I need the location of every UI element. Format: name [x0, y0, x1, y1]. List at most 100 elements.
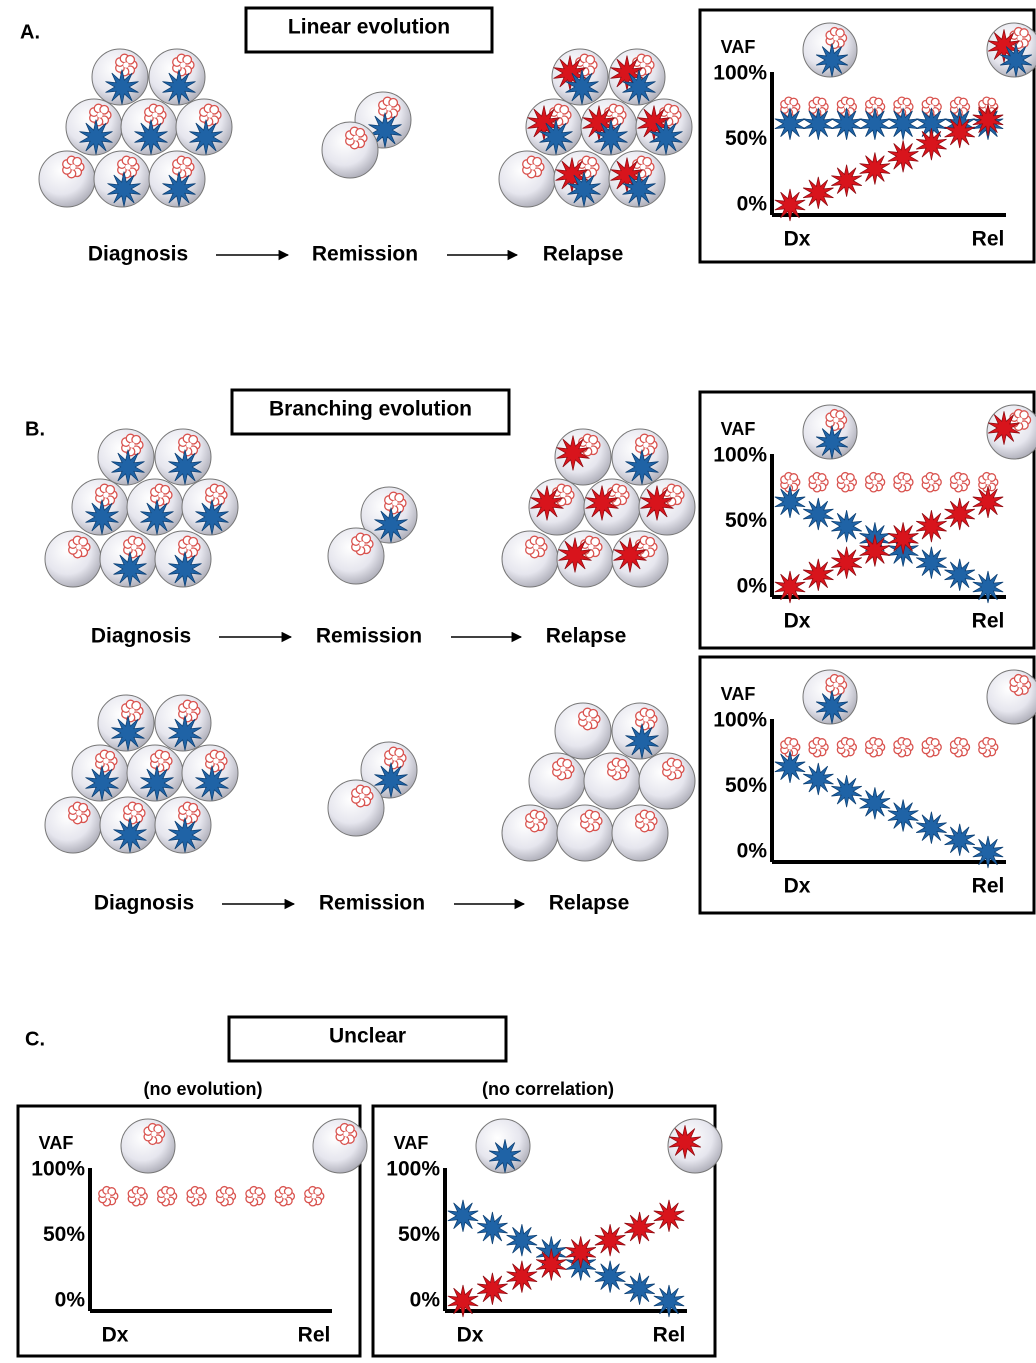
mutation-flower — [145, 104, 166, 126]
mutation-flower — [179, 802, 200, 824]
petal-center — [957, 480, 962, 485]
mutation-flower — [124, 802, 145, 824]
petal-center — [1017, 682, 1022, 687]
mutation-flower — [69, 536, 90, 558]
petal-center — [186, 810, 192, 816]
petal-center — [103, 758, 109, 764]
mutation-flower — [633, 54, 654, 76]
label: 50% — [725, 127, 767, 150]
label: Rel — [298, 1324, 331, 1347]
petal-center — [788, 480, 793, 485]
label: Dx — [102, 1324, 129, 1347]
label: VAF — [39, 1133, 74, 1153]
label: Relapse — [549, 892, 630, 915]
label: A. — [20, 21, 40, 43]
label: Rel — [972, 610, 1005, 633]
petal-center — [833, 35, 838, 40]
petal-center — [164, 1194, 169, 1199]
mutation-flower — [576, 54, 597, 76]
mutation-flower — [636, 536, 657, 558]
content: A.Linear evolutionDiagnosisRemissionRela… — [18, 8, 1036, 1356]
mutation-flower — [809, 473, 828, 492]
label: Remission — [316, 625, 422, 648]
petal-center — [180, 164, 186, 170]
mutation-flower — [578, 156, 599, 178]
mutation-flower — [579, 708, 600, 730]
mutation-flower — [922, 473, 941, 492]
label: B. — [25, 418, 45, 440]
mutation-flower — [179, 700, 200, 722]
petal-center — [844, 480, 849, 485]
label: 50% — [398, 1223, 440, 1246]
petal-center — [643, 544, 649, 550]
petal-center — [129, 442, 135, 448]
petal-center — [615, 766, 621, 772]
label: VAF — [721, 684, 756, 704]
petal-center — [957, 745, 962, 750]
petal-center — [106, 1194, 111, 1199]
mutation-flower — [809, 738, 828, 757]
label: 100% — [713, 444, 767, 467]
mutation-flower — [385, 492, 406, 514]
petal-center — [158, 758, 164, 764]
label: Rel — [653, 1324, 686, 1347]
petal-center — [186, 442, 192, 448]
label: Dx — [784, 875, 811, 898]
mutation-flower — [63, 156, 84, 178]
petal-center — [872, 745, 877, 750]
mutation-flower — [894, 738, 913, 757]
petal-center — [670, 492, 676, 498]
mutation-flower — [336, 1124, 357, 1145]
mutation-flower — [979, 738, 998, 757]
label: 0% — [55, 1289, 86, 1312]
label: VAF — [721, 419, 756, 439]
mutation-flower — [550, 104, 571, 126]
petal-center — [359, 541, 365, 547]
petal-center — [533, 544, 539, 550]
petal-center — [640, 164, 646, 170]
petal-center — [135, 1194, 140, 1199]
mutation-flower — [206, 484, 227, 506]
mutation-flower — [122, 434, 143, 456]
petal-center — [530, 164, 536, 170]
mutation-flower — [581, 536, 602, 558]
mutation-flower — [526, 810, 547, 832]
mutation-flower — [553, 758, 574, 780]
mutation-flower — [553, 484, 574, 506]
label: Diagnosis — [91, 625, 191, 648]
mutation-flower — [173, 156, 194, 178]
mutation-flower — [144, 1124, 165, 1145]
mutation-flower — [352, 785, 373, 807]
petal-center — [586, 716, 592, 722]
label: 0% — [737, 193, 768, 216]
petal-center — [643, 716, 649, 722]
petal-center — [816, 745, 821, 750]
mutation-flower — [633, 156, 654, 178]
petal-center — [560, 492, 566, 498]
petal-center — [833, 682, 838, 687]
label: C. — [25, 1028, 45, 1050]
figure: A.Linear evolutionDiagnosisRemissionRela… — [0, 0, 1036, 1358]
petal-center — [872, 480, 877, 485]
label: 50% — [43, 1223, 85, 1246]
label: (no evolution) — [144, 1079, 263, 1099]
petal-center — [560, 766, 566, 772]
petal-center — [386, 105, 392, 111]
petal-center — [103, 492, 109, 498]
label: 100% — [713, 709, 767, 732]
label: Unclear — [329, 1025, 406, 1048]
petal-center — [615, 492, 621, 498]
mutation-flower — [217, 1187, 236, 1206]
mutation-flower — [187, 1187, 206, 1206]
mutation-flower — [1010, 675, 1031, 696]
label: Remission — [319, 892, 425, 915]
mutation-flower — [116, 54, 137, 76]
mutation-flower — [636, 434, 657, 456]
mutation-flower — [99, 1187, 118, 1206]
mutation-flower — [118, 156, 139, 178]
label: VAF — [721, 37, 756, 57]
mutation-flower — [96, 750, 117, 772]
mutation-flower — [526, 536, 547, 558]
mutation-flower — [866, 738, 885, 757]
cell — [987, 670, 1036, 724]
